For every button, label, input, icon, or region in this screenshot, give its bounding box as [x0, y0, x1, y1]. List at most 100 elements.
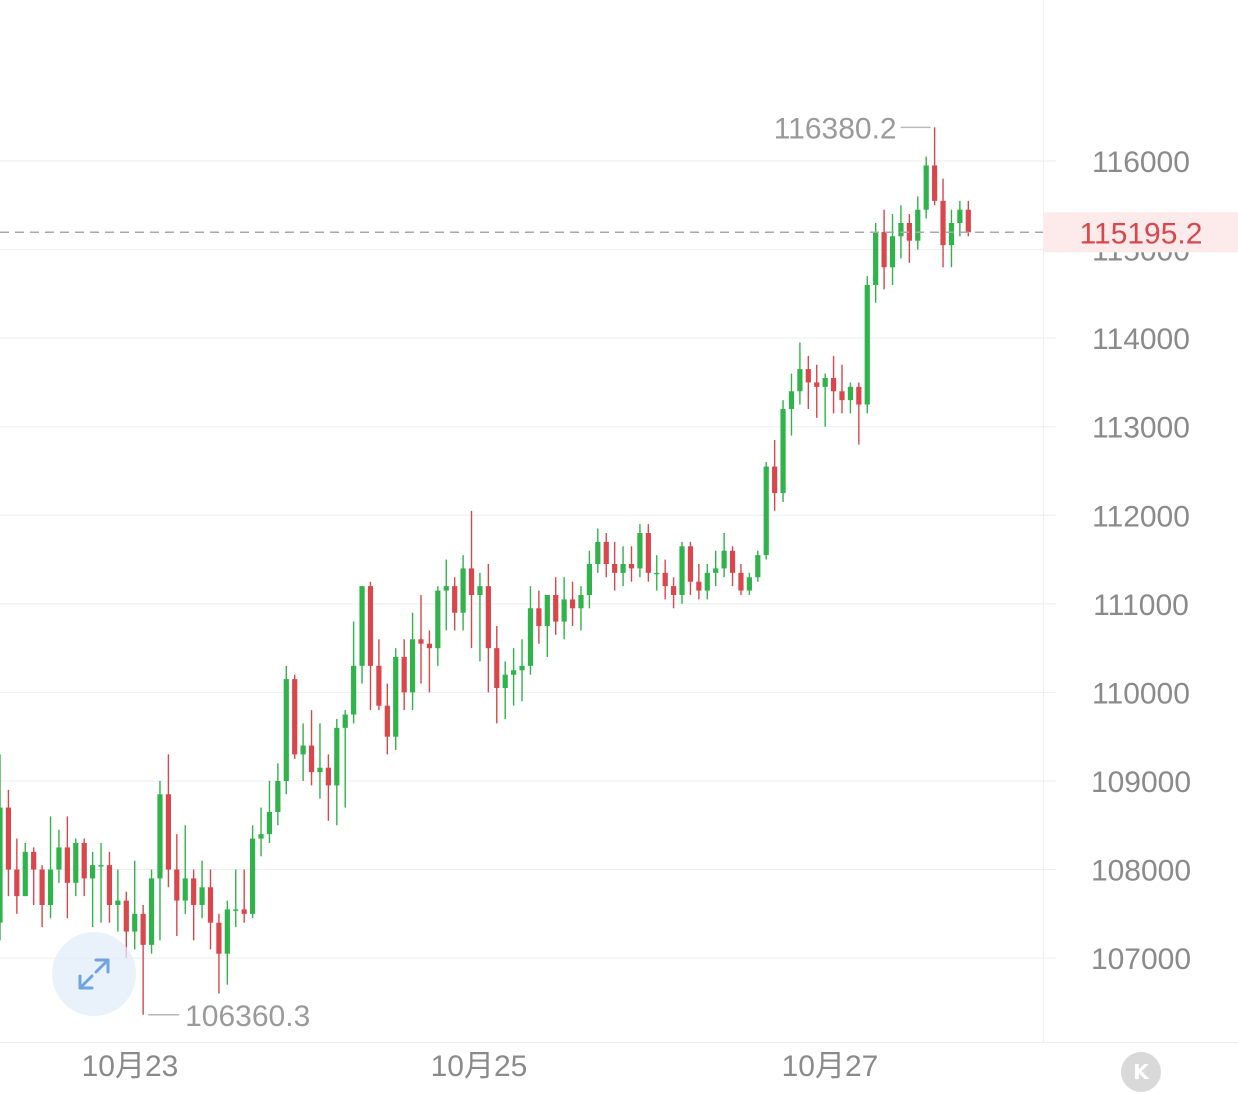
- candle: [511, 648, 517, 706]
- candle-body: [671, 586, 677, 595]
- candle-body: [839, 391, 845, 401]
- candle: [31, 847, 37, 905]
- candle-body: [241, 909, 247, 914]
- candle-body: [881, 231, 887, 268]
- candle: [569, 581, 576, 626]
- candle: [847, 382, 854, 414]
- candle-body: [384, 705, 390, 737]
- candle-body: [300, 745, 306, 755]
- candle-body: [342, 714, 348, 728]
- candle: [915, 196, 921, 250]
- candle-layer: [0, 127, 971, 1015]
- candle: [477, 572, 483, 662]
- candle: [275, 763, 281, 826]
- candle-body: [81, 842, 87, 879]
- candle-body: [645, 532, 651, 573]
- candle-body: [132, 913, 138, 932]
- candle-body: [426, 643, 433, 649]
- candle: [957, 200, 963, 237]
- candle-body: [31, 851, 37, 870]
- candle: [224, 900, 230, 985]
- candle: [805, 355, 811, 409]
- candle: [191, 869, 197, 941]
- candle-body: [603, 541, 609, 564]
- candle-body: [148, 878, 155, 945]
- candle-body: [47, 869, 54, 905]
- candle: [620, 546, 626, 587]
- candle: [334, 718, 340, 826]
- y-tick-label: 112000: [1092, 500, 1190, 533]
- candle-body: [957, 209, 963, 223]
- candle-body: [713, 568, 719, 573]
- candle: [148, 869, 155, 954]
- candle: [300, 723, 306, 781]
- candle: [418, 594, 424, 684]
- candle-body: [182, 878, 188, 901]
- candle-body: [367, 586, 374, 666]
- candle: [536, 590, 542, 644]
- candle: [233, 869, 239, 928]
- candle-body: [965, 209, 971, 233]
- y-axis: 1160001150001140001130001120001110001100…: [1091, 146, 1191, 976]
- candle: [258, 807, 264, 857]
- candle-body: [830, 377, 837, 392]
- zoom-button[interactable]: [52, 932, 136, 1016]
- candle: [814, 364, 820, 418]
- candle-body: [317, 767, 323, 773]
- x-axis: 10月23 10月25 10月27: [82, 1050, 879, 1083]
- y-tick-label: 114000: [1092, 323, 1190, 356]
- expand-arrows-icon: [78, 958, 110, 990]
- candle: [628, 546, 635, 582]
- scroll-to-latest-button[interactable]: K: [1121, 1052, 1161, 1092]
- candle-body: [250, 838, 256, 914]
- candle-body: [409, 639, 416, 693]
- candle: [452, 577, 458, 631]
- candle-body: [443, 586, 449, 591]
- last-price-label: 115195.2: [1080, 217, 1203, 250]
- candle-body: [98, 865, 104, 867]
- candle: [527, 586, 534, 675]
- candle: [443, 559, 449, 631]
- candle: [132, 860, 138, 950]
- candle-body: [460, 568, 466, 613]
- candle: [553, 577, 559, 635]
- candle-body: [948, 222, 955, 246]
- candle-body: [14, 869, 20, 897]
- candle: [5, 789, 12, 897]
- candle: [830, 355, 837, 414]
- candle-body: [258, 834, 264, 839]
- candle: [772, 439, 778, 511]
- candle-body: [233, 909, 239, 911]
- candle-body: [325, 767, 331, 786]
- candle: [940, 178, 946, 268]
- candle: [39, 865, 45, 928]
- candle-body: [536, 608, 542, 626]
- x-tick-label: 10月25: [431, 1050, 528, 1083]
- candle-body: [494, 648, 500, 688]
- candle: [856, 382, 862, 445]
- candle-body: [485, 586, 491, 649]
- y-tick-label: 113000: [1092, 412, 1190, 445]
- candle-body: [553, 594, 559, 622]
- candle-body: [805, 369, 811, 383]
- candle: [81, 838, 87, 897]
- candle-body: [662, 572, 668, 587]
- candle: [687, 541, 694, 595]
- candle-body: [637, 532, 643, 569]
- candle-body: [207, 887, 214, 923]
- candle: [932, 127, 938, 206]
- candle: [561, 577, 567, 640]
- candle: [342, 710, 348, 808]
- candle: [822, 373, 828, 427]
- candle: [401, 639, 407, 711]
- candle: [426, 630, 433, 693]
- candle: [797, 342, 803, 405]
- candle-body: [64, 847, 70, 883]
- candle-body: [435, 590, 441, 649]
- candle: [0, 754, 3, 941]
- candle: [738, 563, 744, 595]
- candle-body: [115, 900, 121, 905]
- candle-body: [401, 656, 407, 693]
- candle-body: [780, 408, 786, 494]
